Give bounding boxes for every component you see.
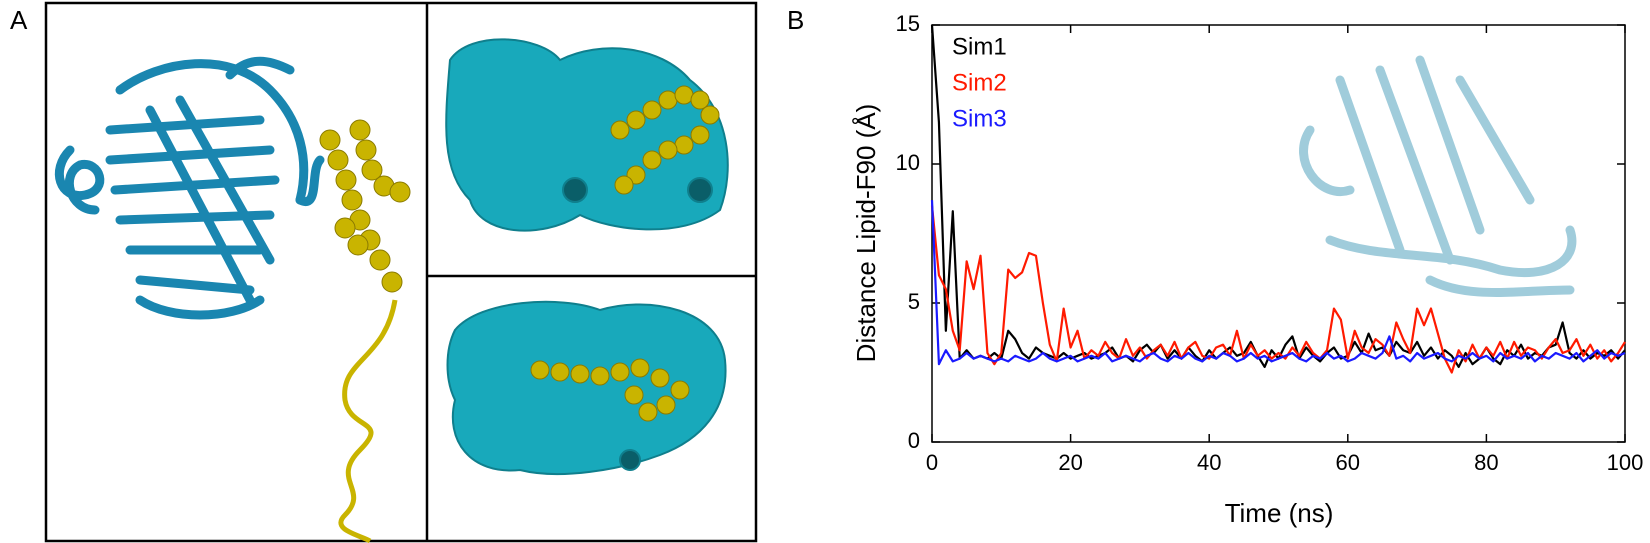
x-tick-label: 100: [1607, 450, 1644, 475]
panel-label: B: [787, 5, 804, 35]
y-tick-label: 5: [908, 289, 920, 314]
x-tick-label: 60: [1336, 450, 1360, 475]
panel-label: A: [10, 5, 28, 35]
y-axis-title: Distance Lipid-F90 (Å): [851, 104, 881, 363]
inset-structure: [1299, 55, 1577, 297]
legend-entry: Sim2: [952, 69, 1007, 96]
x-tick-label: 80: [1474, 450, 1498, 475]
y-tick-label: 10: [896, 150, 920, 175]
series-line: [930, 24, 1626, 369]
plot-frame: [931, 24, 1626, 443]
legend-entry: Sim3: [952, 105, 1007, 132]
x-tick-label: 20: [1058, 450, 1082, 475]
x-axis-title: Time (ns): [1225, 498, 1334, 528]
series-line: [930, 200, 1626, 366]
protein-cartoon: [54, 56, 325, 320]
lipid: [319, 119, 411, 543]
protein-surface: [445, 38, 729, 475]
lipid-surface: [530, 85, 720, 422]
x-tick-label: 40: [1197, 450, 1221, 475]
panel-a: [44, 1, 758, 543]
series-line: [930, 205, 1626, 374]
x-tick-label: 0: [926, 450, 938, 475]
plot-area: 0 5 10 15 0 20 40 60 80 100 Sim1 Sim2 Sim3: [896, 11, 1644, 475]
legend-entry: Sim1: [952, 33, 1007, 60]
y-tick-label: 15: [896, 11, 920, 36]
y-tick-label: 0: [908, 428, 920, 453]
